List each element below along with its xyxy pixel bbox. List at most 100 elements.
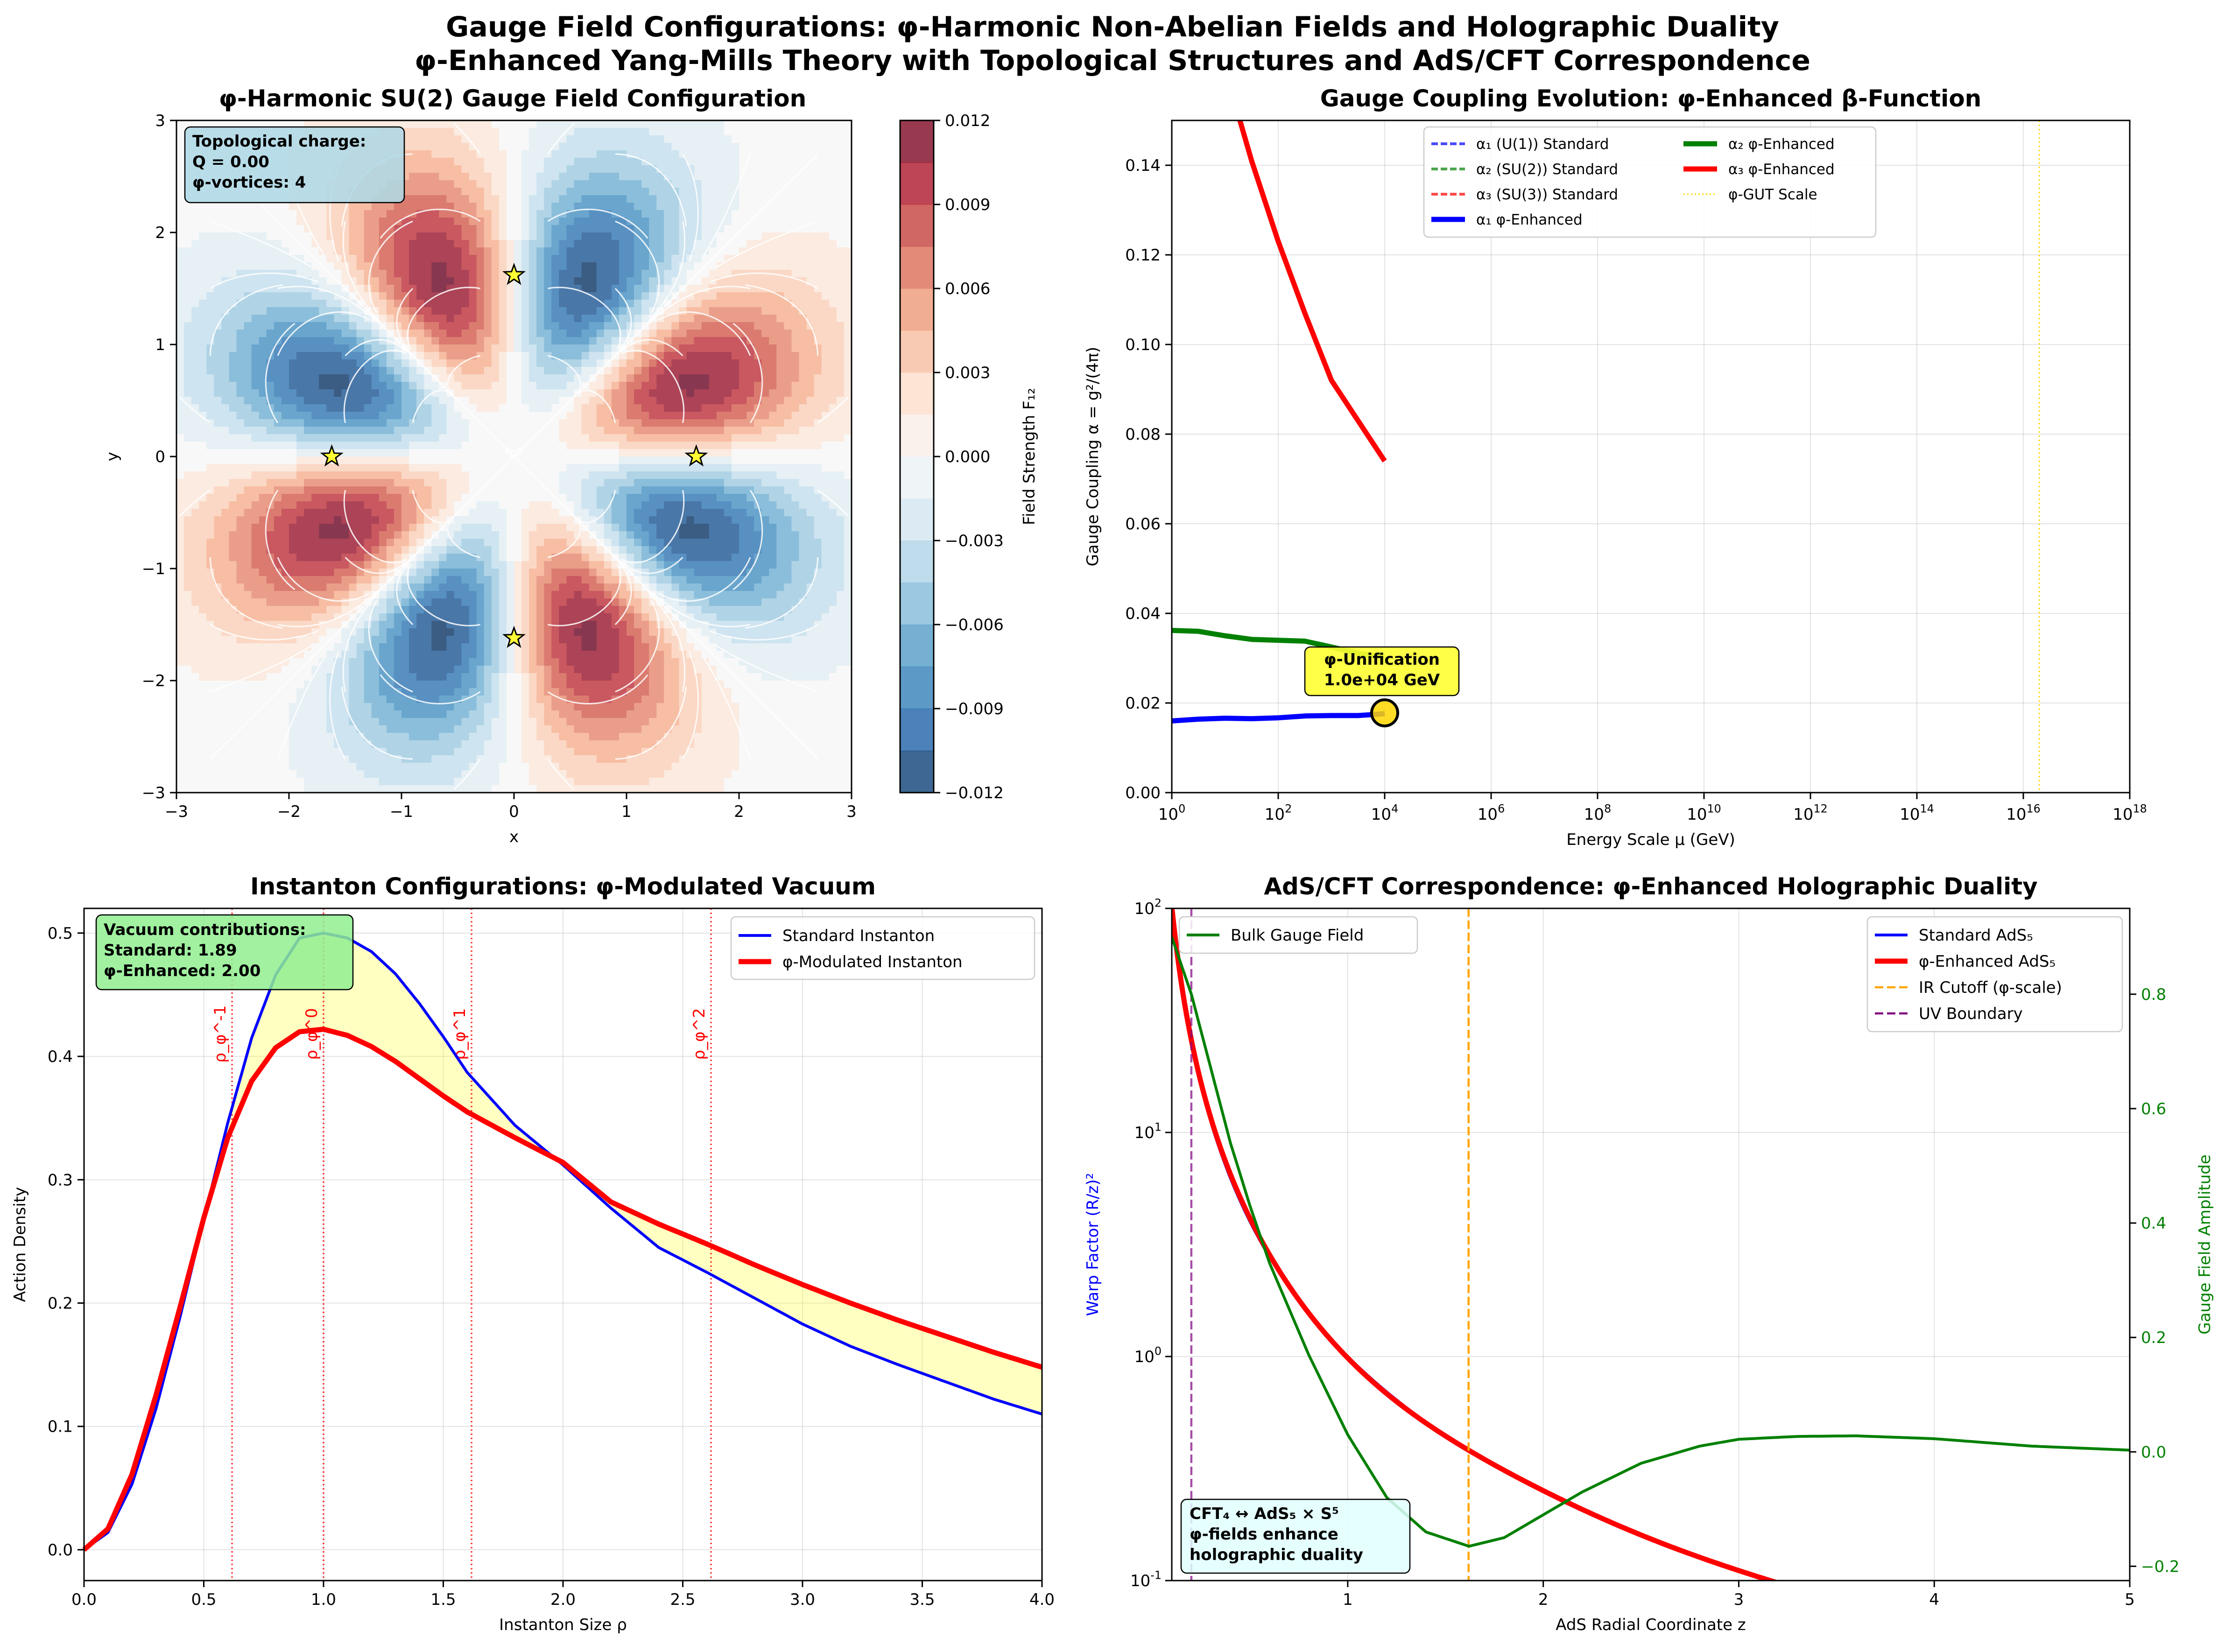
- field-cell: [439, 636, 447, 644]
- field-cell: [574, 718, 582, 726]
- field-cell: [304, 725, 312, 733]
- field-cell: [371, 218, 380, 225]
- field-cell: [364, 524, 372, 532]
- field-cell: [394, 591, 402, 599]
- field-cell: [176, 158, 184, 166]
- field-cell: [431, 188, 440, 196]
- field-cell: [296, 232, 304, 240]
- field-cell: [199, 404, 207, 412]
- field-cell: [394, 733, 402, 741]
- field-cell: [364, 412, 372, 420]
- field-cell: [311, 322, 320, 330]
- field-cell: [199, 389, 207, 397]
- field-cell: [529, 389, 537, 397]
- field-cell: [536, 606, 545, 614]
- field-cell: [469, 673, 477, 681]
- field-cell: [191, 412, 199, 420]
- field-cell: [514, 359, 522, 367]
- field-cell: [244, 658, 252, 666]
- field-cell: [334, 778, 342, 786]
- field-cell: [439, 733, 447, 741]
- field-cell: [439, 479, 447, 487]
- field-cell: [559, 666, 567, 674]
- field-cell: [244, 524, 252, 532]
- field-cell: [551, 322, 560, 330]
- field-cell: [469, 628, 477, 636]
- field-cell: [514, 344, 522, 352]
- field-cell: [394, 412, 402, 420]
- field-cell: [221, 464, 230, 472]
- field-cell: [439, 748, 447, 756]
- field-cell: [334, 300, 342, 308]
- field-cell: [431, 337, 440, 345]
- field-cell: [304, 367, 312, 375]
- field-cell: [296, 457, 304, 464]
- field-cell: [409, 688, 417, 696]
- field-cell: [551, 725, 560, 733]
- field-cell: [274, 300, 282, 308]
- field-cell: [206, 322, 215, 330]
- field-cell: [409, 203, 417, 211]
- field-cell: [536, 718, 545, 726]
- field-cell: [461, 419, 470, 427]
- field-cell: [326, 539, 335, 547]
- field-cell: [431, 509, 440, 517]
- field-cell: [574, 763, 582, 771]
- field-cell: [289, 658, 297, 666]
- field-cell: [416, 531, 424, 539]
- field-cell: [461, 583, 470, 591]
- field-cell: [266, 561, 275, 569]
- field-cell: [551, 330, 560, 337]
- field-cell: [371, 225, 380, 233]
- field-cell: [364, 643, 372, 651]
- field-cell: [521, 367, 529, 375]
- field-cell: [311, 382, 320, 390]
- field-cell: [469, 778, 477, 786]
- field-cell: [371, 374, 380, 382]
- field-cell: [304, 733, 312, 741]
- field-cell: [296, 576, 304, 584]
- field-cell: [311, 546, 320, 554]
- field-cell: [581, 352, 590, 360]
- field-cell: [394, 778, 402, 786]
- field-cell: [559, 471, 567, 479]
- field-cell: [394, 389, 402, 397]
- field-cell: [394, 509, 402, 517]
- field-cell: [446, 591, 455, 599]
- field-cell: [409, 569, 417, 576]
- field-cell: [514, 225, 522, 233]
- field-cell: [386, 516, 394, 524]
- field-cell: [304, 598, 312, 606]
- field-cell: [199, 643, 207, 651]
- field-cell: [446, 471, 455, 479]
- field-cell: [529, 404, 537, 412]
- field-cell: [401, 494, 409, 502]
- field-cell: [551, 621, 560, 629]
- field-cell: [364, 382, 372, 390]
- field-cell: [551, 561, 560, 569]
- field-cell: [334, 382, 342, 390]
- field-cell: [259, 442, 267, 450]
- field-cell: [214, 457, 222, 464]
- field-cell: [304, 516, 312, 524]
- field-cell: [319, 748, 327, 756]
- field-cell: [581, 681, 590, 689]
- field-cell: [251, 337, 260, 345]
- field-cell: [244, 755, 252, 763]
- field-cell: [334, 374, 342, 382]
- field-cell: [356, 763, 365, 771]
- field-cell: [424, 188, 432, 196]
- field-cell: [544, 359, 552, 367]
- field-cell: [469, 277, 477, 285]
- field-cell: [199, 322, 207, 330]
- field-cell: [499, 785, 507, 793]
- field-cell: [454, 195, 462, 203]
- field-cell: [401, 636, 409, 644]
- field-cell: [259, 292, 267, 300]
- field-cell: [566, 158, 575, 166]
- field-cell: [446, 434, 455, 442]
- field-cell: [386, 651, 394, 659]
- field-cell: [476, 374, 485, 382]
- field-cell: [506, 770, 514, 778]
- field-cell: [184, 344, 192, 352]
